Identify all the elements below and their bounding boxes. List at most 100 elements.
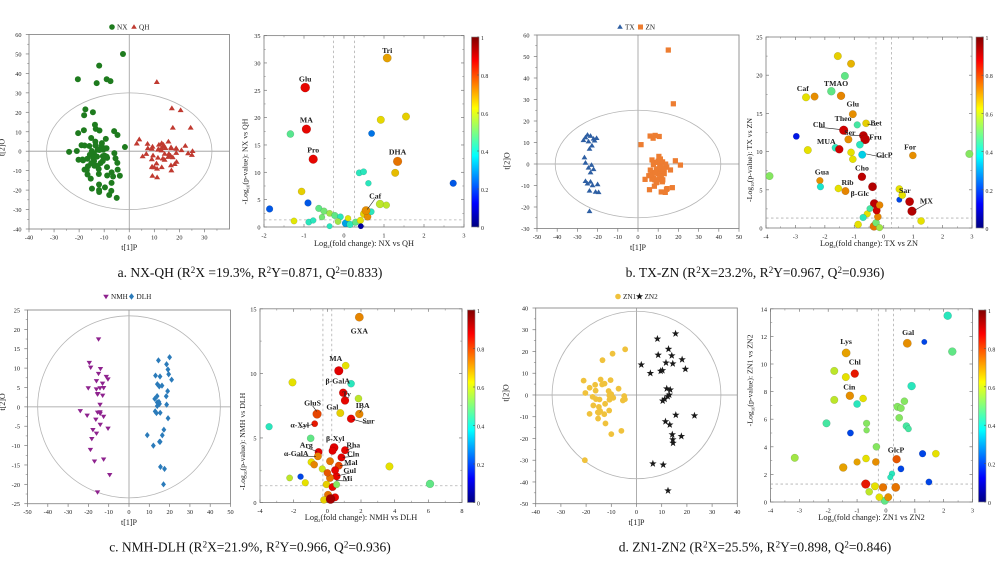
svg-text:1: 1 (988, 309, 991, 315)
svg-text:30: 30 (522, 327, 528, 334)
svg-text:20: 20 (522, 349, 528, 356)
svg-text:Ty: Ty (342, 390, 351, 399)
svg-text:20: 20 (176, 235, 182, 242)
svg-text:0: 0 (525, 392, 528, 399)
svg-text:15: 15 (756, 111, 762, 118)
svg-text:TMAO: TMAO (824, 79, 848, 88)
svg-text:1: 1 (481, 36, 484, 42)
svg-text:1: 1 (912, 234, 915, 241)
svg-text:20: 20 (166, 509, 172, 516)
svg-text:2: 2 (942, 508, 945, 515)
svg-text:0.8: 0.8 (988, 347, 995, 353)
svg-text:40: 40 (734, 509, 740, 516)
svg-text:0: 0 (882, 234, 885, 241)
svg-text:b. TX-ZN (R2X=23.2%, R2Y=0.967: b. TX-ZN (R2X=23.2%, R2Y=0.967, Q2=0.936… (626, 265, 885, 280)
svg-text:-30: -30 (521, 226, 529, 233)
svg-text:20: 20 (756, 73, 762, 80)
svg-text:0: 0 (326, 508, 329, 515)
svg-text:0: 0 (764, 500, 767, 507)
svg-text:a. NX-QH (R2X =19.3%, R2Y=0.87: a. NX-QH (R2X =19.3%, R2Y=0.871, Q2=0.83… (118, 265, 383, 280)
svg-text:0.2: 0.2 (477, 463, 484, 469)
svg-text:0: 0 (253, 500, 256, 507)
svg-text:IBA: IBA (356, 401, 370, 410)
svg-text:0: 0 (477, 502, 480, 508)
svg-text:-30: -30 (64, 509, 72, 516)
svg-text:30: 30 (201, 235, 207, 242)
svg-text:Pro: Pro (307, 146, 319, 155)
svg-text:-Log10(p-value): TX vs ZN: -Log10(p-value): TX vs ZN (745, 118, 755, 202)
svg-text:35: 35 (254, 33, 260, 40)
svg-text:10: 10 (146, 509, 152, 516)
svg-text:50: 50 (227, 509, 233, 516)
svg-text:-10: -10 (100, 235, 108, 242)
svg-text:0: 0 (986, 227, 989, 233)
svg-text:5: 5 (253, 435, 256, 442)
svg-text:2: 2 (941, 234, 944, 241)
svg-text:10: 10 (756, 149, 762, 156)
svg-text:t[1]P: t[1]P (121, 518, 138, 527)
svg-text:0: 0 (17, 404, 20, 411)
svg-text:Cho: Cho (855, 164, 869, 173)
svg-text:-3: -3 (793, 234, 798, 241)
svg-text:0: 0 (342, 233, 345, 240)
svg-text:-1: -1 (852, 234, 857, 241)
svg-text:-5: -5 (15, 424, 20, 431)
svg-text:d. ZN1-ZN2 (R2X=25.5%, R2Y=0.8: d. ZN1-ZN2 (R2X=25.5%, R2Y=0.898, Q2=0.8… (619, 540, 892, 555)
svg-text:Lys: Lys (840, 337, 852, 346)
svg-text:1: 1 (382, 233, 385, 240)
svg-text:0.8: 0.8 (481, 74, 488, 80)
svg-text:40: 40 (207, 509, 213, 516)
svg-text:TX: TX (625, 24, 635, 32)
svg-text:GluS: GluS (304, 399, 321, 408)
svg-text:3: 3 (970, 234, 973, 241)
svg-text:Rha: Rha (346, 441, 360, 450)
svg-text:25: 25 (254, 88, 260, 95)
svg-text:Mal: Mal (344, 458, 358, 467)
svg-text:5: 5 (759, 187, 762, 194)
svg-text:Glu: Glu (299, 75, 312, 84)
svg-text:-Log10(p-value): NX vs QH: -Log10(p-value): NX vs QH (241, 118, 251, 204)
svg-text:Log2(fold change): TX vs ZN: Log2(fold change): TX vs ZN (820, 239, 918, 249)
svg-text:QH: QH (139, 24, 149, 32)
svg-text:-20: -20 (582, 509, 590, 516)
svg-text:DLH: DLH (137, 293, 152, 301)
svg-text:Chl: Chl (849, 358, 862, 367)
svg-text:Arg: Arg (300, 441, 313, 450)
svg-text:MA: MA (329, 354, 342, 363)
svg-text:2: 2 (359, 508, 362, 515)
svg-text:t[1]P: t[1]P (630, 243, 647, 252)
svg-text:-20: -20 (13, 188, 21, 195)
svg-text:-2: -2 (822, 234, 827, 241)
svg-text:10: 10 (659, 509, 665, 516)
svg-text:Gua: Gua (815, 168, 829, 177)
svg-text:4: 4 (764, 444, 768, 451)
svg-text:t[2]O: t[2]O (502, 384, 511, 402)
svg-text:25: 25 (756, 35, 762, 42)
svg-text:-10: -10 (13, 168, 21, 175)
svg-text:Caf: Caf (369, 192, 382, 201)
svg-text:30: 30 (709, 509, 715, 516)
svg-text:50: 50 (15, 51, 21, 58)
svg-text:0.6: 0.6 (481, 112, 488, 118)
svg-text:10: 10 (655, 234, 661, 241)
svg-text:-40: -40 (531, 509, 539, 516)
svg-text:40: 40 (523, 76, 529, 83)
svg-text:0: 0 (257, 225, 260, 232)
svg-text:60: 60 (523, 33, 529, 40)
svg-text:25: 25 (14, 308, 20, 315)
svg-text:15: 15 (254, 142, 260, 149)
svg-text:-25: -25 (12, 501, 20, 508)
svg-text:40: 40 (716, 234, 722, 241)
svg-text:-30: -30 (13, 207, 21, 214)
svg-text:-Log10(p-value): ZN1 vs ZN2: -Log10(p-value): ZN1 vs ZN2 (746, 334, 756, 426)
svg-text:15: 15 (250, 306, 256, 313)
svg-text:NMH: NMH (111, 293, 128, 301)
svg-text:-10: -10 (104, 509, 112, 516)
svg-text:12: 12 (761, 334, 767, 341)
svg-text:0.4: 0.4 (481, 150, 488, 156)
svg-text:-50: -50 (23, 509, 31, 516)
svg-text:0.8: 0.8 (477, 348, 484, 354)
svg-text:10: 10 (250, 371, 256, 378)
svg-text:0.4: 0.4 (986, 151, 993, 157)
svg-text:For: For (904, 142, 917, 151)
